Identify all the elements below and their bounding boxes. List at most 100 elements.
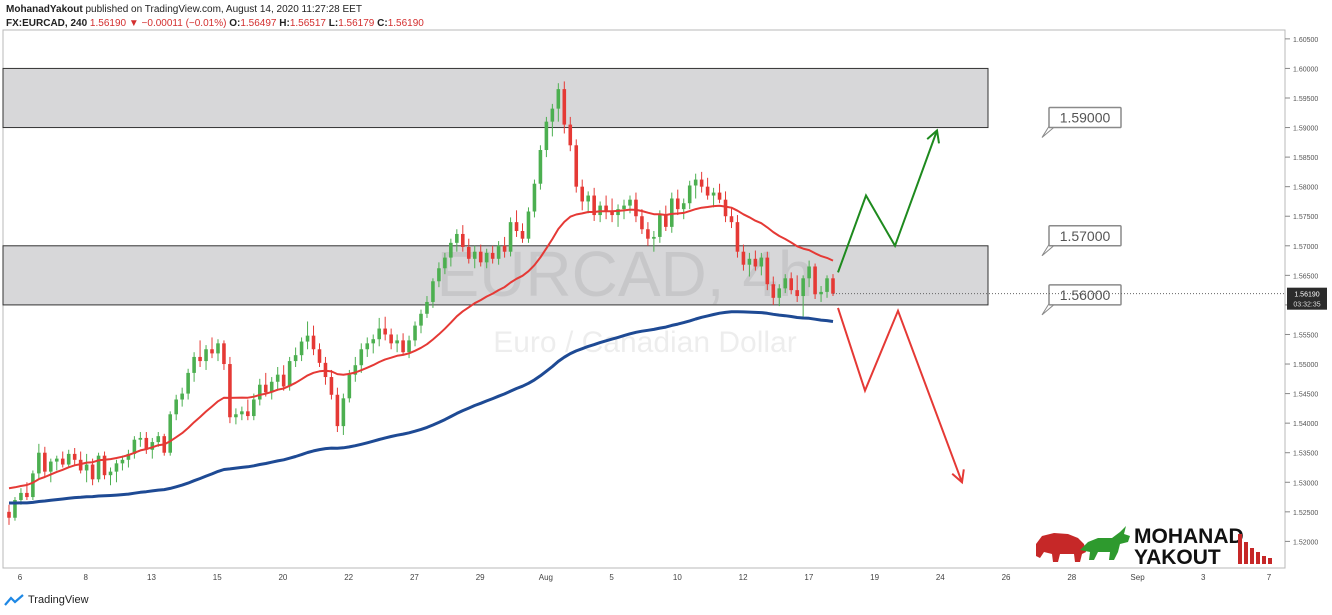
candle <box>252 393 256 421</box>
price-tick-label: 1.55000 <box>1293 362 1318 369</box>
candle-body <box>789 278 793 291</box>
candle-body <box>675 198 680 210</box>
candle <box>753 250 758 271</box>
candle-body <box>72 453 77 460</box>
candle-body <box>490 252 495 259</box>
close-label: C: <box>377 18 388 29</box>
time-label: 26 <box>1002 573 1011 582</box>
candle <box>407 335 411 359</box>
candle <box>443 252 447 275</box>
moving-averages <box>8 204 834 505</box>
candle-body <box>604 205 608 212</box>
candle-body <box>347 374 352 399</box>
candle <box>556 83 561 122</box>
candle <box>401 333 405 356</box>
candle-body <box>681 203 686 210</box>
time-label: 7 <box>1267 573 1272 582</box>
level-label-text: 1.56000 <box>1060 287 1111 303</box>
candle-body <box>461 233 465 247</box>
candle <box>168 411 173 456</box>
time-label: 3 <box>1201 573 1206 582</box>
candle <box>180 387 184 407</box>
candle <box>831 274 835 297</box>
candle <box>31 470 35 501</box>
candle-body <box>753 258 758 267</box>
price-tick-label: 1.55500 <box>1293 332 1318 339</box>
author-name[interactable]: MohanadYakout <box>6 4 83 15</box>
candle <box>777 284 782 307</box>
level-label-box <box>1048 225 1122 247</box>
candle <box>311 325 316 356</box>
candle <box>216 339 220 362</box>
candle-body <box>287 361 292 387</box>
tradingview-logo-icon[interactable] <box>4 594 24 606</box>
candle <box>305 321 310 350</box>
author-logo: MOHANAD YAKOUT <box>1036 525 1272 569</box>
candle-body <box>508 222 513 252</box>
time-label: 8 <box>84 573 89 582</box>
candle-body <box>735 222 740 252</box>
candle <box>562 81 567 134</box>
candle-body <box>496 245 501 259</box>
candle-body <box>311 335 316 350</box>
candle <box>359 343 364 373</box>
zone-1 <box>2 67 989 129</box>
candle <box>592 187 596 221</box>
candle-body <box>562 89 567 125</box>
candle <box>204 345 208 370</box>
candle <box>329 369 334 400</box>
candle-body <box>269 381 274 393</box>
candle <box>7 504 11 525</box>
candle <box>771 276 776 305</box>
candles-layer <box>7 81 835 525</box>
candle-body <box>580 186 585 202</box>
candle-body <box>174 399 178 415</box>
candle <box>455 229 459 252</box>
candle-body <box>407 340 411 353</box>
tradingview-brand[interactable]: TradingView <box>28 594 89 606</box>
candle-body <box>819 291 823 295</box>
candle <box>538 145 543 190</box>
candle <box>37 443 41 480</box>
candle-body <box>449 242 453 258</box>
candle-body <box>365 343 370 350</box>
candle <box>78 451 83 474</box>
candle <box>353 356 358 382</box>
symbol-label[interactable]: FX:EURCAD, 240 <box>6 18 88 29</box>
time-label: Sep <box>1130 573 1145 582</box>
candle-body <box>198 356 202 362</box>
candle <box>174 394 178 421</box>
candle <box>795 275 799 302</box>
candle <box>687 180 692 210</box>
candle-body <box>616 209 620 216</box>
footer: TradingView <box>4 594 89 606</box>
candle <box>664 205 668 232</box>
price-change: −0.00011 (−0.01%) <box>141 18 227 29</box>
candle-body <box>371 339 376 344</box>
candle-body <box>669 198 674 227</box>
candle <box>240 406 244 421</box>
time-label: 28 <box>1067 573 1076 582</box>
candle <box>389 328 393 350</box>
candle <box>281 365 286 391</box>
candle-body <box>831 278 835 294</box>
candle-body <box>747 258 752 265</box>
candle <box>693 173 698 199</box>
candle <box>490 245 495 264</box>
price-tick-label: 1.60000 <box>1293 66 1318 73</box>
candle <box>49 458 53 483</box>
price-tick-label: 1.58000 <box>1293 185 1318 192</box>
candle <box>586 191 590 214</box>
candle <box>735 215 740 258</box>
candle <box>568 116 573 152</box>
candle <box>108 467 113 486</box>
level-label-text: 1.59000 <box>1060 110 1111 126</box>
candle-body <box>634 199 638 217</box>
ma-slow-line <box>9 310 834 505</box>
candle-body <box>586 195 590 202</box>
candle-body <box>472 251 477 259</box>
candle <box>299 337 304 362</box>
candle-body <box>431 281 435 302</box>
candle-body <box>389 334 393 344</box>
